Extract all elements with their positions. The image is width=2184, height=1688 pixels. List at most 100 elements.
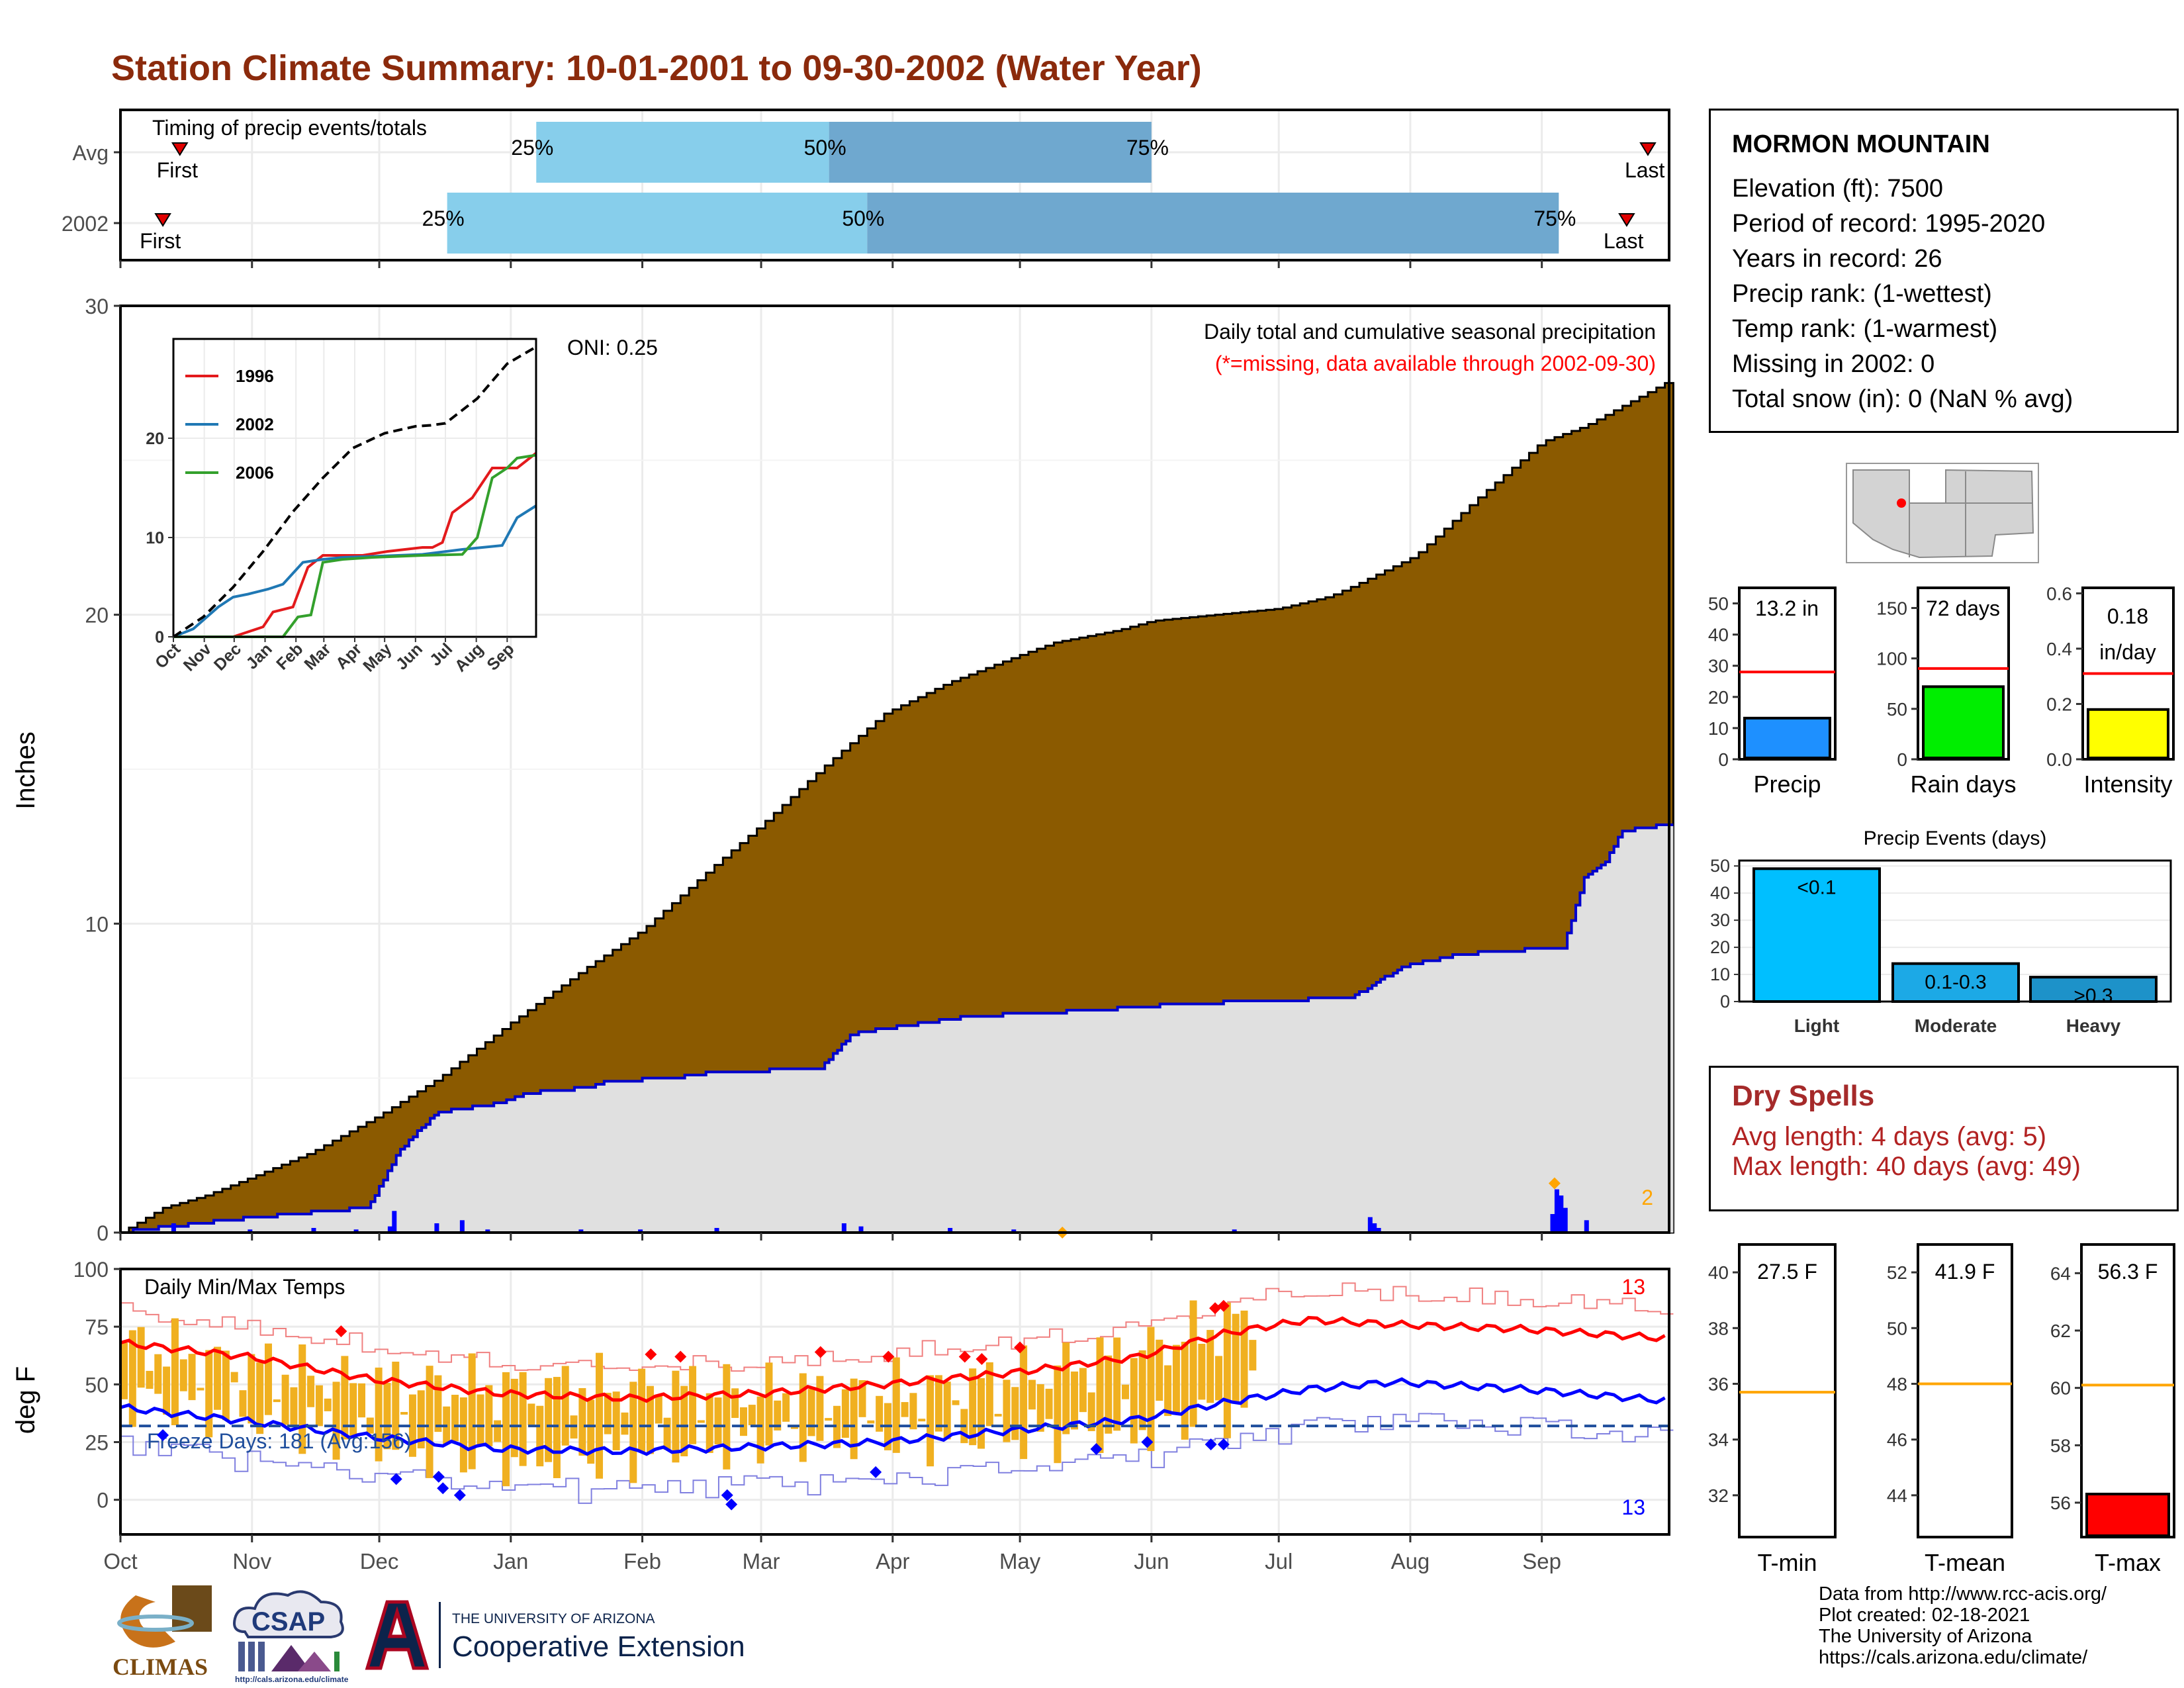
station-period: Period of record: 1995-2020 (1732, 210, 2046, 238)
precip-total-y-tick-label: 20 (1708, 687, 1729, 708)
daily-temp-bar (756, 1396, 764, 1464)
tmean-value: 41.9 F (1935, 1260, 1995, 1284)
events-panel-border (1738, 859, 2172, 1003)
month-tick-label: Sep (1522, 1549, 1561, 1573)
daily-temp-bar (230, 1372, 238, 1383)
daily-temp-bar (332, 1382, 340, 1460)
record-low-marker (1205, 1438, 1217, 1451)
daily-temp-bar (468, 1353, 476, 1470)
daily-temp-bar (825, 1418, 833, 1421)
daily-precip-bar (248, 1229, 253, 1233)
timing-bar-50-75 (829, 122, 1152, 183)
daily-temp-bar (400, 1412, 408, 1415)
daily-temp-bar (731, 1388, 739, 1419)
daily-precip-bar (638, 1229, 643, 1233)
timing-title: Timing of precip events/totals (152, 116, 427, 140)
daily-temp-bar (545, 1378, 553, 1462)
daily-temp-bar (969, 1368, 977, 1446)
daily-temp-bar (163, 1366, 171, 1415)
inset-y-tick-label: 10 (146, 529, 164, 547)
station-name: MORMON MOUNTAIN (1732, 130, 1990, 158)
daily-temp-bar (1232, 1313, 1240, 1402)
ua-logo-top: THE UNIVERSITY OF ARIZONA (452, 1611, 655, 1626)
daily-temp-bar (646, 1385, 654, 1454)
daily-temp-bar (680, 1385, 688, 1457)
daily-temp-bar (1147, 1327, 1155, 1452)
temp-title: Daily Min/Max Temps (144, 1275, 345, 1299)
month-tick-label: Feb (623, 1549, 661, 1573)
daily-temp-bar (1079, 1368, 1087, 1413)
daily-precip-bar (1563, 1207, 1568, 1233)
month-tick-label: Jul (1265, 1549, 1293, 1573)
daily-temp-bar (1138, 1350, 1146, 1430)
daily-precip-bar (485, 1229, 490, 1233)
daily-temp-bar (985, 1362, 993, 1427)
tmean-box (1917, 1243, 2013, 1538)
inset-legend-label: 2002 (236, 414, 274, 434)
daily-temp-bar (128, 1330, 136, 1427)
daily-precip-bar (1550, 1214, 1555, 1233)
daily-temp-bar (349, 1383, 357, 1438)
record-high-marker (882, 1350, 895, 1363)
timing-pct-label: 75% (1126, 136, 1169, 160)
record-high-marker (1014, 1341, 1026, 1354)
daily-precip-bar (1554, 1189, 1559, 1233)
timing-pct-label: 50% (842, 207, 884, 230)
daily-temp-bar (723, 1364, 731, 1470)
ua-logo: THE UNIVERSITY OF ARIZONA Cooperative Ex… (361, 1595, 745, 1675)
inset-series-line (173, 504, 537, 638)
daily-temp-bar (689, 1366, 697, 1444)
events-y-tick-label: 20 (1710, 937, 1730, 957)
station-location-dot (1897, 498, 1906, 508)
daily-temp-bar (774, 1400, 782, 1430)
dry-spells-title: Dry Spells (1732, 1080, 1875, 1112)
tmin-value: 27.5 F (1757, 1260, 1817, 1284)
record-low-line (120, 1413, 1674, 1504)
timing-bar-50-75 (867, 193, 1559, 254)
daily-temp-bar (655, 1394, 662, 1424)
record-low-marker (453, 1489, 466, 1501)
daily-temp-bar (383, 1383, 391, 1450)
inset-series-line (173, 453, 537, 638)
daily-precip-bar (1376, 1228, 1381, 1233)
daily-temp-bar (1045, 1388, 1053, 1419)
station-elevation: Elevation (ft): 7500 (1732, 175, 1943, 203)
daily-temp-bar (1215, 1356, 1223, 1401)
precip-y-tick-label: 0 (97, 1221, 109, 1245)
daily-precip-bar (353, 1229, 359, 1233)
climas-logo: CLIMAS (109, 1582, 222, 1681)
daily-temp-bar (561, 1366, 569, 1446)
precip-y-tick-label: 30 (85, 295, 109, 318)
station-snow: Total snow (in): 0 (NaN % avg) (1732, 385, 2073, 413)
daily-temp-bar (994, 1413, 1002, 1417)
daily-temp-bar (205, 1350, 213, 1438)
events-y-tick-label: 0 (1720, 992, 1730, 1011)
daily-temp-bar (222, 1350, 230, 1421)
rain-days-value-bar (1922, 685, 2005, 760)
events-title: Precip Events (days) (1864, 827, 2047, 849)
intensity-y-tick-label: 0.0 (2046, 749, 2072, 770)
intensity-label: Intensity (2083, 771, 2172, 798)
daily-precip-bar (1011, 1229, 1017, 1233)
precip-y-axis-label: Inches (11, 731, 40, 810)
event-bar-label: <0.1 (1797, 876, 1836, 898)
daily-temp-bar (697, 1420, 705, 1423)
record-high-count: 13 (1621, 1275, 1645, 1299)
station-missing: Missing in 2002: 0 (1732, 350, 1935, 378)
freeze-days-label: Freeze Days: 181 (Avg:156) (147, 1429, 412, 1453)
year-cumulative-line (120, 823, 1674, 1234)
temp-y-tick-label: 0 (97, 1489, 109, 1513)
month-tick-label: Apr (876, 1549, 909, 1573)
daily-temp-bar (477, 1394, 484, 1445)
daily-temp-bar (765, 1362, 773, 1446)
record-low-marker (432, 1470, 445, 1483)
daily-temp-bar (426, 1366, 433, 1478)
month-tick-label: Jan (493, 1549, 528, 1573)
precip-total-value: 13.2 in (1755, 596, 1819, 620)
daily-temp-bar (1130, 1358, 1138, 1444)
daily-temp-bar (1087, 1392, 1095, 1431)
credit-line: Data from http://www.rcc-acis.org/ (1819, 1583, 2107, 1605)
tmin-y-tick-label: 32 (1708, 1485, 1729, 1506)
station-temp-rank: Temp rank: (1-warmest) (1732, 315, 1998, 343)
daily-temp-bar (978, 1378, 985, 1449)
